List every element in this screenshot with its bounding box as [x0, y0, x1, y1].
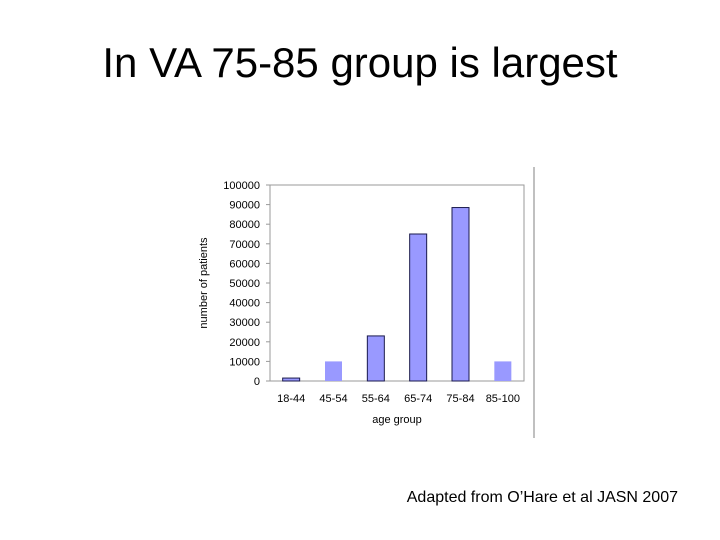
x-tick-label: 85-100: [486, 393, 520, 405]
y-tick-label: 0: [254, 376, 260, 388]
bar-chart: 0 10000 20000 30000 40000 50000 60000 70000 8000…: [195, 165, 545, 440]
bar-45-54: [325, 361, 342, 381]
y-tick-label: 70000: [229, 239, 260, 251]
chart-canvas: 0 10000 20000 30000 40000 50000 60000 70000 8000…: [198, 167, 535, 438]
y-axis-ticks: 0 10000 20000 30000 40000 50000 60000 70000 8000…: [223, 180, 270, 388]
x-tick-label: 75-84: [446, 393, 474, 405]
y-tick-label: 60000: [229, 258, 260, 270]
plot-area: [269, 184, 525, 382]
bar-65-74: [409, 233, 428, 382]
y-tick-label: 10000: [229, 356, 260, 368]
x-axis-ticks: 18-44 45-54 55-64 65-74 75-84 85-100: [277, 393, 520, 405]
x-tick-label: 65-74: [404, 393, 432, 405]
x-tick-label: 45-54: [319, 393, 347, 405]
source-credit: Adapted from O’Hare et al JASN 2007: [406, 489, 678, 506]
bar-75-84: [451, 207, 470, 382]
y-tick-label: 20000: [229, 337, 260, 349]
bar-55-64: [366, 335, 385, 382]
y-tick-label: 90000: [229, 200, 260, 212]
y-tick-label: 30000: [229, 317, 260, 329]
y-tick-label: 40000: [229, 298, 260, 310]
bar-18-44: [282, 377, 301, 382]
y-axis-label: number of patients: [198, 237, 210, 329]
y-tick-label: 100000: [223, 180, 260, 192]
y-tick-label: 50000: [229, 278, 260, 290]
x-tick-label: 18-44: [277, 393, 305, 405]
bar-series: [282, 207, 512, 382]
x-axis-label: age group: [372, 414, 422, 426]
x-tick-label: 55-64: [362, 393, 390, 405]
y-tick-label: 80000: [229, 219, 260, 231]
slide-title: In VA 75-85 group is largest: [102, 39, 618, 86]
bar-85-100: [494, 361, 512, 381]
